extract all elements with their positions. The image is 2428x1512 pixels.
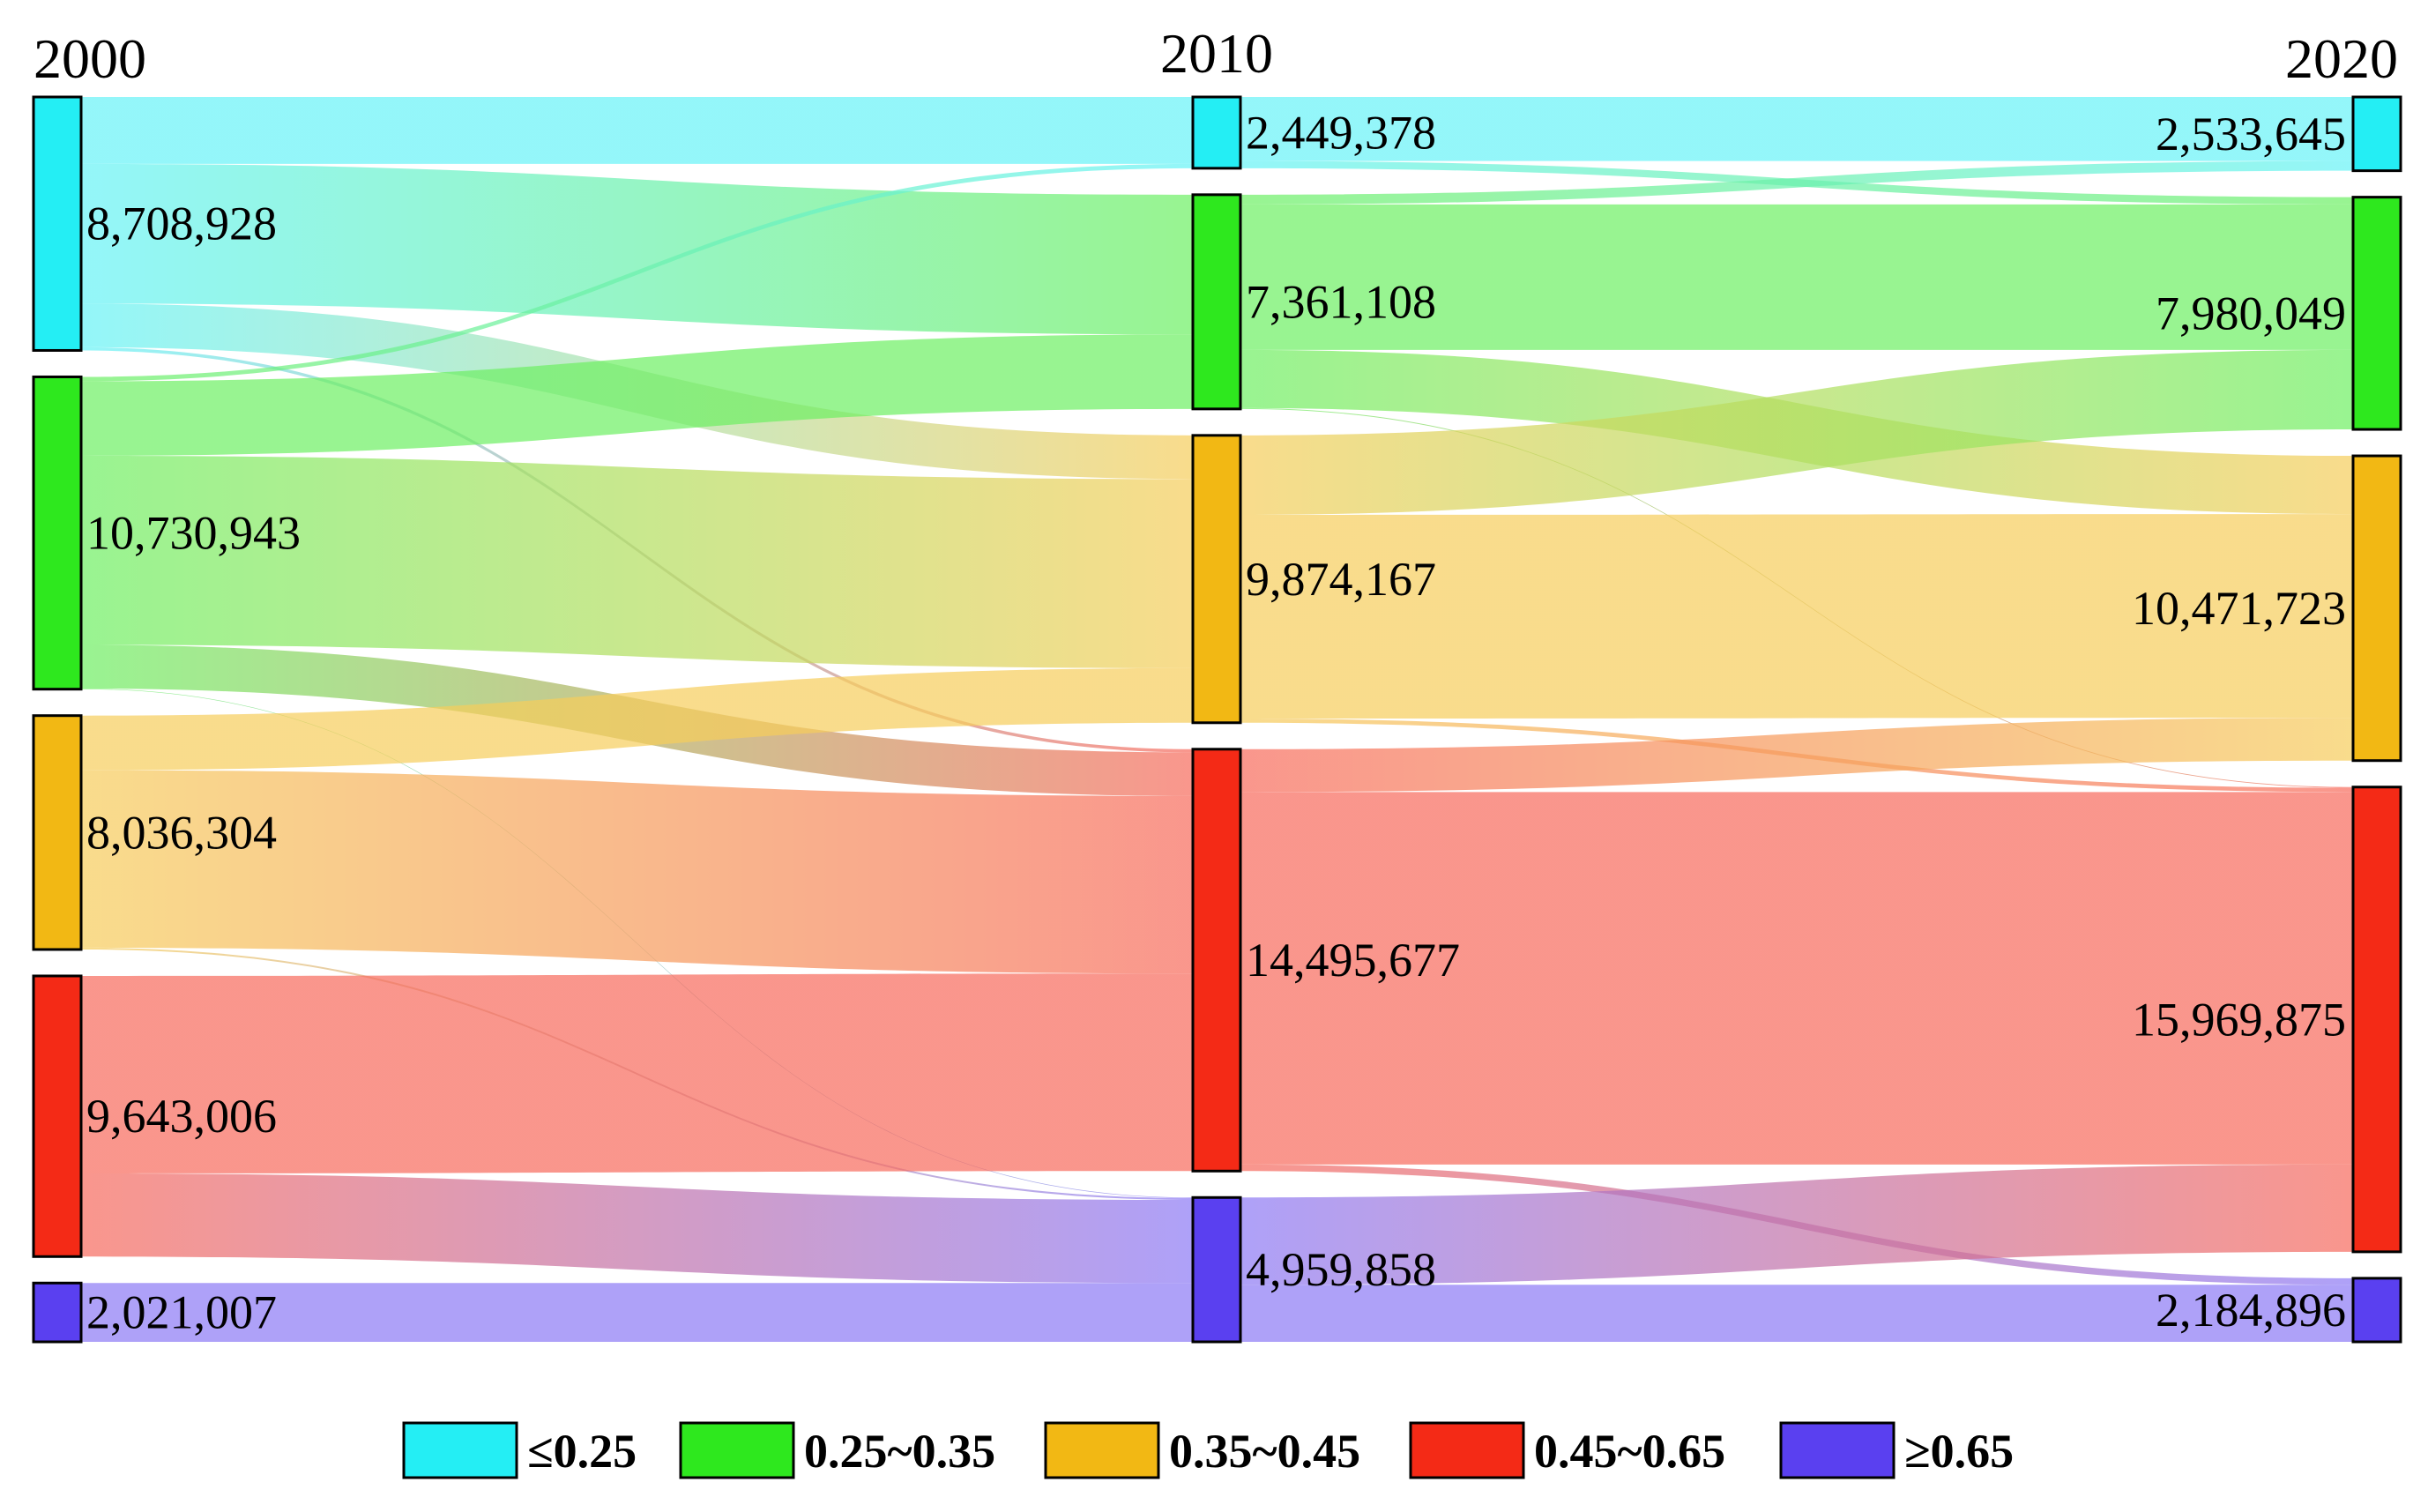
node-label-2000-c1: 8,708,928 [86, 197, 277, 250]
flow-link-2000-c3-to-2010-c3 [81, 667, 1193, 771]
node-label-2020-c4: 15,969,875 [2132, 993, 2346, 1046]
node-2020-c5 [2351, 1277, 2402, 1344]
flow-link-2000-c4-to-2010-c4 [81, 973, 1193, 1174]
flow-link-2000-c2-to-2010-c1 [81, 163, 1193, 382]
legend-item-c2: 0.25~0.35 [679, 1421, 995, 1479]
node-label-2020-c5: 2,184,896 [2156, 1284, 2346, 1337]
flow-links [81, 97, 2353, 1342]
flow-link-2010-c3-to-2020-c2 [1240, 349, 2353, 515]
category-nodes [32, 95, 2402, 1344]
flow-link-2010-c4-to-2020-c3 [1240, 718, 2353, 793]
legend-label-c4: 0.45~0.65 [1534, 1425, 1725, 1478]
flow-link-2000-c5-to-2010-c5 [81, 1283, 1193, 1342]
flow-link-2010-c5-to-2020-c4 [1240, 1164, 2353, 1285]
year-label-2010: 2010 [1160, 22, 1273, 85]
flow-link-2000-c4-to-2010-c5 [81, 1173, 1193, 1284]
legend: ≤0.25 0.25~0.35 0.35~0.45 0.45~0.65 ≥0.65 [402, 1421, 2014, 1479]
flow-link-2010-c5-to-2020-c5 [1240, 1285, 2353, 1342]
node-label-2010-c1: 2,449,378 [1246, 106, 1436, 159]
node-2000-c4 [32, 974, 83, 1258]
node-label-2000-c5: 2,021,007 [86, 1286, 277, 1339]
flow-link-2000-c2-to-2010-c2 [81, 334, 1193, 456]
flow-link-2010-c2-to-2020-c1 [1240, 160, 2353, 205]
node-2000-c5 [32, 1281, 83, 1344]
flow-link-2010-c2-to-2020-c2 [1240, 204, 2353, 350]
node-label-2020-c1: 2,533,645 [2156, 108, 2346, 160]
node-value-labels: 8,708,928 10,730,943 8,036,304 9,643,006 2,0… [86, 106, 2346, 1338]
flow-link-2000-c2-to-2010-c3 [81, 455, 1193, 668]
node-label-2010-c3: 9,874,167 [1246, 553, 1436, 606]
legend-label-c2: 0.25~0.35 [804, 1425, 995, 1478]
flow-link-2000-c3-to-2010-c4 [81, 770, 1193, 974]
node-2000-c3 [32, 714, 83, 951]
node-label-2010-c5: 4,959,858 [1246, 1243, 1436, 1296]
legend-swatch-c1 [402, 1421, 518, 1479]
legend-swatch-c3 [1044, 1421, 1160, 1479]
node-2020-c2 [2351, 196, 2402, 431]
legend-swatch-c5 [1779, 1421, 1895, 1479]
year-label-2020: 2020 [2285, 27, 2398, 90]
legend-swatch-c4 [1409, 1421, 1525, 1479]
node-2020-c3 [2351, 454, 2402, 763]
node-label-2020-c3: 10,471,723 [2132, 582, 2346, 635]
legend-label-c1: ≤0.25 [527, 1425, 637, 1478]
legend-item-c3: 0.35~0.45 [1044, 1421, 1360, 1479]
node-2010-c4 [1191, 748, 1242, 1173]
flow-link-2010-c4-to-2020-c4 [1240, 792, 2353, 1165]
legend-item-c1: ≤0.25 [402, 1421, 637, 1479]
node-label-2000-c4: 9,643,006 [86, 1090, 277, 1143]
node-2010-c1 [1191, 95, 1242, 170]
flow-link-2000-c1-to-2010-c2 [81, 163, 1193, 335]
node-2020-c4 [2351, 786, 2402, 1254]
node-label-2020-c2: 7,980,049 [2156, 287, 2346, 339]
node-2010-c3 [1191, 434, 1242, 725]
node-2020-c1 [2351, 95, 2402, 173]
legend-item-c4: 0.45~0.65 [1409, 1421, 1725, 1479]
node-2010-c2 [1191, 193, 1242, 411]
node-label-2010-c4: 14,495,677 [1246, 934, 1460, 987]
flow-link-2000-c1-to-2010-c1 [81, 97, 1193, 164]
legend-label-c3: 0.35~0.45 [1169, 1425, 1360, 1478]
flow-link-2010-c3-to-2020-c3 [1240, 514, 2353, 719]
node-label-2010-c2: 7,361,108 [1246, 275, 1436, 328]
node-2000-c2 [32, 375, 83, 691]
legend-item-c5: ≥0.65 [1779, 1421, 2014, 1479]
year-label-2000: 2000 [34, 27, 146, 90]
node-label-2000-c2: 10,730,943 [86, 507, 301, 560]
node-2010-c5 [1191, 1195, 1242, 1344]
flow-link-2010-c1-to-2020-c1 [1240, 97, 2353, 161]
legend-label-c5: ≥0.65 [1904, 1425, 2014, 1478]
node-label-2000-c3: 8,036,304 [86, 806, 277, 859]
legend-swatch-c2 [679, 1421, 795, 1479]
node-2000-c1 [32, 95, 83, 352]
